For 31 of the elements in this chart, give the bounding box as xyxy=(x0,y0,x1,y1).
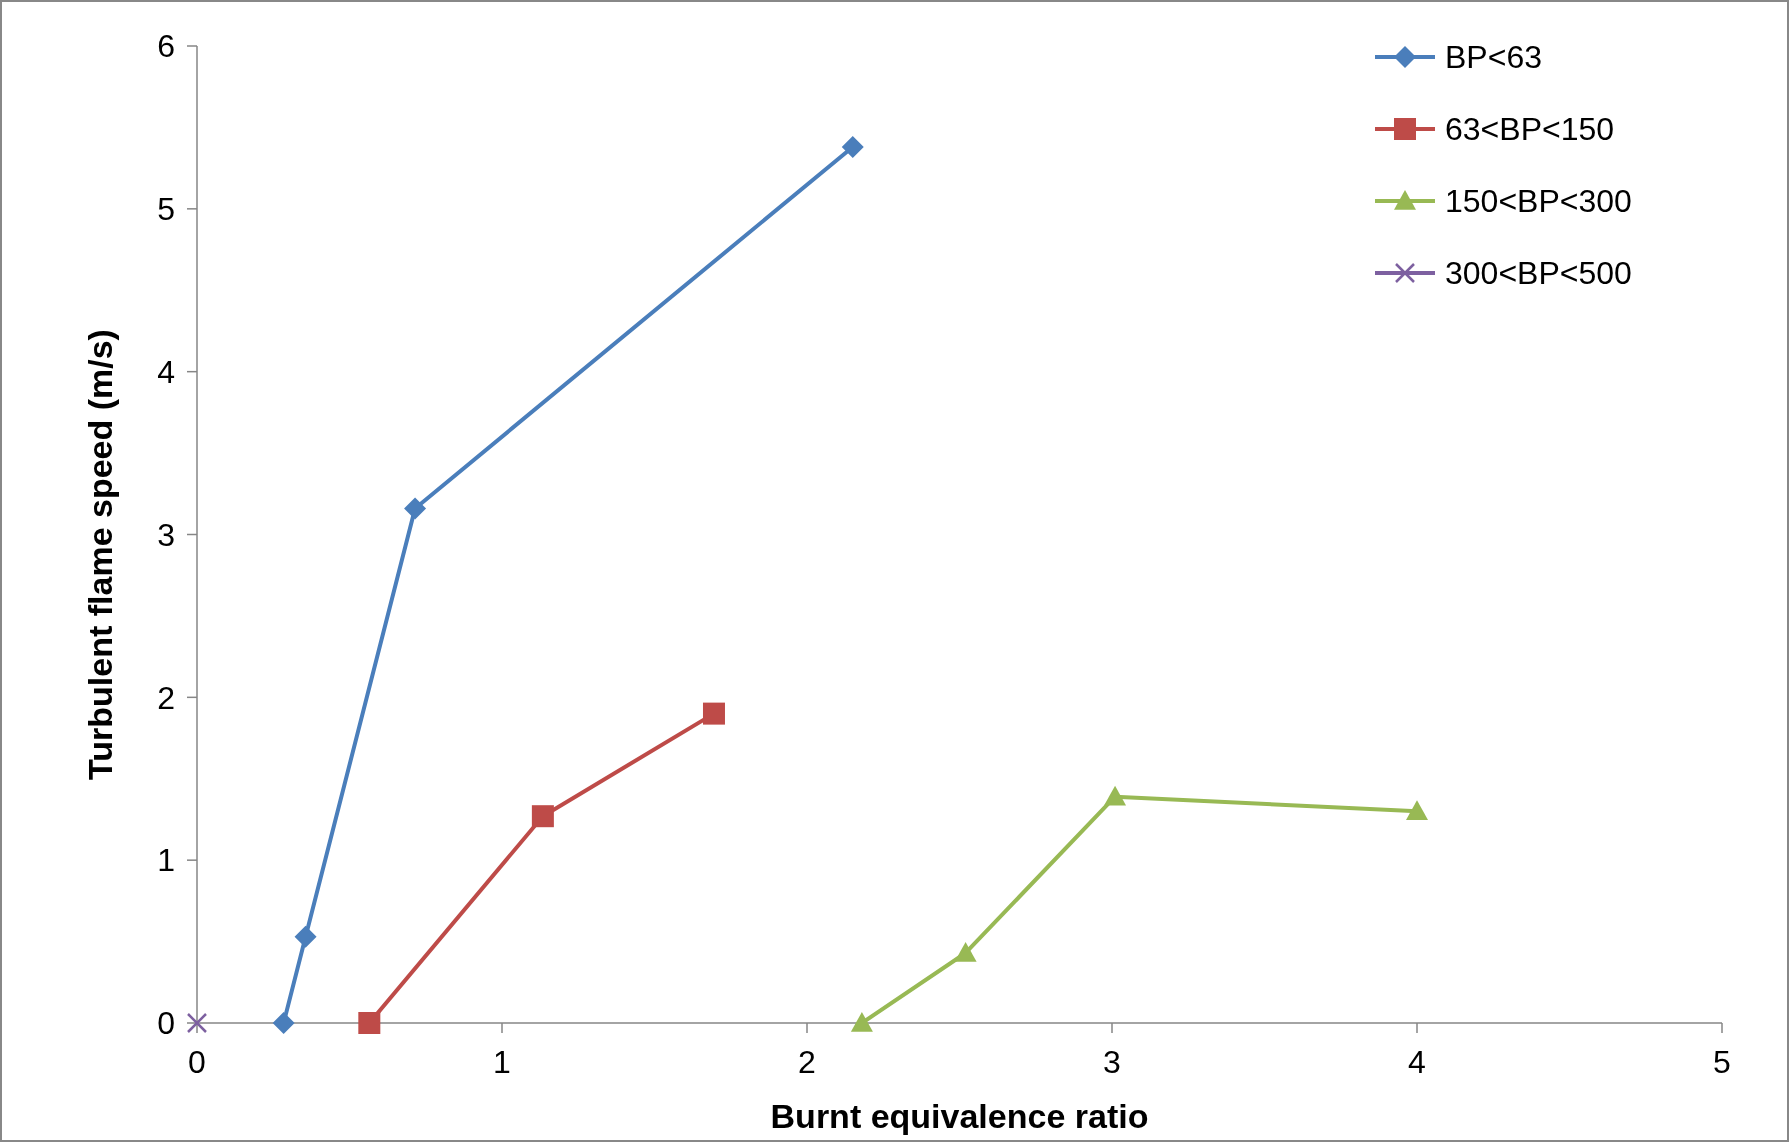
x-tick-label: 4 xyxy=(1408,1044,1426,1080)
point xyxy=(358,1012,381,1034)
x-tick-label: 0 xyxy=(188,1044,206,1080)
y-tick-label: 0 xyxy=(157,1005,175,1042)
y-tick-label: 6 xyxy=(157,28,175,65)
y-axis-title: Turbulent flame speed (m/s) xyxy=(81,329,119,780)
x-tick-label: 1 xyxy=(493,1044,511,1080)
point xyxy=(954,941,977,962)
point xyxy=(404,497,427,520)
point xyxy=(702,702,725,725)
x-tick-label: 5 xyxy=(1713,1044,1731,1080)
point xyxy=(186,1012,208,1034)
point xyxy=(1406,800,1428,821)
point xyxy=(294,925,317,948)
point xyxy=(1104,785,1127,806)
legend-label: 300<BP<500 xyxy=(1445,255,1632,292)
point xyxy=(531,805,554,828)
y-tick-label: 2 xyxy=(157,679,175,716)
y-tick-label: 3 xyxy=(157,516,175,553)
y-tick-label: 1 xyxy=(157,842,175,879)
legend-label: BP<63 xyxy=(1445,39,1542,76)
y-tick-label: 5 xyxy=(157,191,175,228)
point xyxy=(841,135,864,158)
legend-label: 63<BP<150 xyxy=(1445,111,1615,148)
x-tick-label: 3 xyxy=(1103,1044,1121,1080)
x-axis-title: Burnt equivalence ratio xyxy=(770,1097,1149,1135)
x-tick-label: 2 xyxy=(798,1044,816,1080)
y-tick-label: 4 xyxy=(157,353,175,390)
legend-label: 150<BP<300 xyxy=(1445,183,1632,220)
point xyxy=(272,1012,295,1034)
point xyxy=(850,1012,873,1032)
